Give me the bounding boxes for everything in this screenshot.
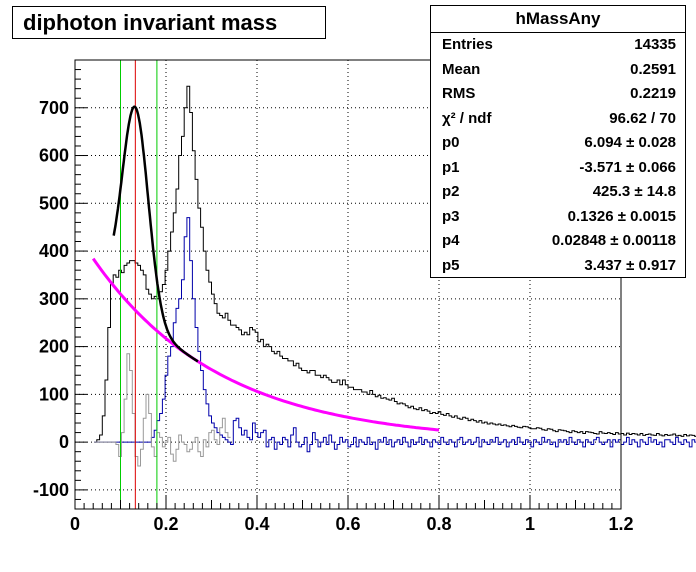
histogram-gray	[94, 353, 231, 467]
stats-value: 0.2219	[630, 85, 676, 102]
y-tick-label: 0	[59, 432, 69, 452]
stats-value: 96.62 / 70	[609, 109, 676, 127]
stats-label: p4	[442, 232, 460, 249]
chart-title: diphoton invariant mass	[12, 6, 326, 39]
stats-row: p1 -3.571 ± 0.066	[431, 156, 685, 181]
stats-box: hMassAny Entries 14335 Mean 0.2591 RMS 0.2219…	[430, 5, 686, 278]
stats-value: 0.1326 ± 0.0015	[567, 207, 676, 225]
histogram-background-subtracted	[94, 217, 696, 453]
x-tick-label: 0.6	[335, 514, 360, 534]
x-tick-label: 0.8	[426, 514, 451, 534]
stats-rows: Entries 14335 Mean 0.2591 RMS 0.2219 χ² / ndf 9…	[431, 33, 685, 278]
stats-row: χ² / ndf 96.62 / 70	[431, 107, 685, 132]
stats-label: p5	[442, 256, 460, 274]
y-tick-label: 100	[39, 384, 69, 404]
stats-value: 14335	[634, 36, 676, 53]
stats-row: p3 0.1326 ± 0.0015	[431, 205, 685, 230]
stats-row: RMS 0.2219	[431, 82, 685, 107]
stats-value: 3.437 ± 0.917	[584, 256, 676, 274]
stats-value: 6.094 ± 0.028	[584, 134, 676, 151]
stats-row: Entries 14335	[431, 33, 685, 58]
stats-row: p4 0.02848 ± 0.00118	[431, 229, 685, 254]
y-tick-label: 600	[39, 146, 69, 166]
y-tick-label: 700	[39, 98, 69, 118]
stats-row: p5 3.437 ± 0.917	[431, 254, 685, 279]
y-tick-label: 200	[39, 337, 69, 357]
y-tick-label: 300	[39, 289, 69, 309]
y-tick-label: 400	[39, 241, 69, 261]
stats-label: p2	[442, 183, 460, 200]
x-tick-label: 0.4	[244, 514, 269, 534]
y-tick-label: 500	[39, 193, 69, 213]
x-tick-label: 0	[70, 514, 80, 534]
stats-label: RMS	[442, 85, 476, 102]
signal-fit-curve	[112, 105, 199, 363]
stats-label: p0	[442, 134, 460, 151]
stats-label: p3	[442, 207, 460, 225]
background-fit-curve	[91, 257, 440, 432]
stats-label: Mean	[442, 60, 481, 78]
stats-label: p1	[442, 158, 460, 176]
stats-value: -3.571 ± 0.066	[579, 158, 676, 176]
y-tick-label: -100	[33, 480, 69, 500]
x-tick-label: 1	[525, 514, 535, 534]
stats-row: Mean 0.2591	[431, 58, 685, 83]
stats-row: p0 6.094 ± 0.028	[431, 131, 685, 156]
stats-value: 0.02848 ± 0.00118	[551, 232, 676, 249]
stats-row: p2 425.3 ± 14.8	[431, 180, 685, 205]
stats-title: hMassAny	[431, 6, 685, 33]
stats-label: Entries	[442, 36, 493, 53]
stats-value: 425.3 ± 14.8	[592, 183, 676, 200]
stats-value: 0.2591	[630, 60, 676, 78]
histogram-hmassany	[94, 85, 696, 443]
stats-label: χ² / ndf	[442, 109, 492, 127]
x-tick-label: 0.2	[153, 514, 178, 534]
x-tick-label: 1.2	[608, 514, 633, 534]
